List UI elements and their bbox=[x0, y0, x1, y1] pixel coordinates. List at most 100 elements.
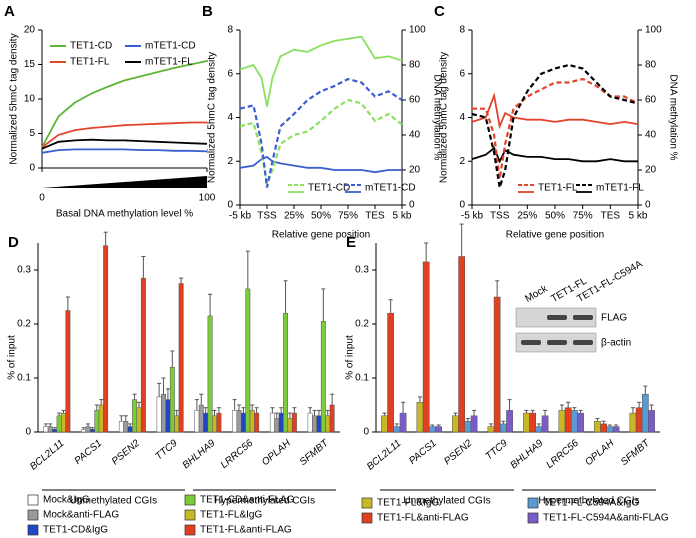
category-label: BCL2L11 bbox=[365, 438, 403, 473]
legend-label: TET1-FL&anti-FLAG bbox=[377, 513, 469, 524]
bar bbox=[85, 426, 91, 433]
bar bbox=[245, 288, 251, 433]
category-label: LRRC56 bbox=[219, 438, 256, 471]
bar bbox=[500, 423, 507, 433]
legend-label: TET1-CD bbox=[70, 41, 112, 52]
x-tick-label: TSS bbox=[490, 211, 510, 222]
bar bbox=[329, 404, 335, 433]
legend-swatch bbox=[527, 512, 539, 524]
x-tick-label: 25% bbox=[517, 211, 537, 222]
bar bbox=[94, 410, 100, 433]
y-axis-label: Normalized 5hmC tag density bbox=[439, 52, 450, 183]
bar bbox=[387, 312, 395, 433]
y2-tick-label: 0 bbox=[645, 200, 651, 211]
bar bbox=[127, 426, 133, 433]
y2-axis-label: DNA methylation % bbox=[667, 74, 678, 160]
category-label: LRRC56 bbox=[544, 438, 581, 471]
x-tick-label: 75% bbox=[573, 211, 593, 222]
bar bbox=[47, 426, 53, 433]
x-tick-label: 50% bbox=[311, 211, 331, 222]
y2-tick-label: 40 bbox=[409, 130, 421, 141]
bar bbox=[393, 426, 401, 433]
series-line bbox=[41, 138, 208, 150]
category-label: PSEN2 bbox=[110, 438, 143, 468]
legend-swatch bbox=[184, 494, 196, 506]
x-tick-label: TES bbox=[365, 211, 385, 222]
panel-label: B bbox=[202, 3, 213, 20]
x-tick-label: -5 kb bbox=[229, 211, 252, 222]
y-tick-label: 8 bbox=[459, 25, 465, 36]
series-line bbox=[239, 77, 403, 188]
legend-label: Mock&IgG bbox=[43, 495, 90, 506]
y2-tick-label: 100 bbox=[645, 25, 662, 36]
bar bbox=[429, 426, 436, 433]
legend-swatch bbox=[27, 524, 39, 536]
x-tick-label: -5 kb bbox=[461, 211, 484, 222]
bar bbox=[274, 418, 280, 433]
y2-tick-label: 40 bbox=[645, 130, 657, 141]
bar bbox=[123, 420, 129, 433]
series-line bbox=[239, 35, 403, 107]
legend-label: Mock&anti-FLAG bbox=[43, 510, 119, 521]
legend-label: TET1-FL&IgG bbox=[377, 498, 439, 509]
category-label: OPLAH bbox=[583, 437, 617, 468]
band-label: β-actin bbox=[601, 338, 631, 349]
category-label: PACS1 bbox=[73, 438, 105, 467]
x-tick-label: 100 bbox=[199, 193, 216, 204]
category-label: BCL2L11 bbox=[28, 438, 66, 473]
x-axis-label: Relative gene position bbox=[506, 230, 604, 241]
bar bbox=[283, 312, 289, 433]
y-tick-label: 0 bbox=[25, 427, 31, 438]
bar bbox=[291, 412, 297, 433]
bar bbox=[236, 410, 242, 433]
bar bbox=[493, 296, 501, 433]
bar bbox=[577, 412, 584, 433]
bar bbox=[174, 415, 180, 433]
y2-tick-label: 0 bbox=[409, 200, 415, 211]
bar bbox=[312, 415, 317, 433]
y-tick-label: 0.2 bbox=[17, 319, 31, 330]
legend-label: TET1-CD&anti-FLAG bbox=[200, 495, 295, 506]
bar bbox=[541, 415, 549, 433]
blot-band bbox=[573, 340, 593, 345]
lane-label: Mock bbox=[523, 283, 550, 305]
series-line bbox=[41, 60, 208, 148]
bar bbox=[249, 410, 255, 433]
bar bbox=[452, 415, 459, 433]
gradient-wedge bbox=[42, 176, 207, 188]
legend-label: TET1-CD bbox=[308, 183, 350, 194]
bar bbox=[325, 415, 331, 433]
bar bbox=[287, 418, 293, 433]
x-tick-label: 0 bbox=[39, 193, 45, 204]
bar bbox=[203, 412, 209, 433]
bar bbox=[278, 412, 284, 433]
y2-tick-label: 100 bbox=[409, 25, 426, 36]
bar bbox=[165, 399, 171, 433]
legend-swatch bbox=[361, 512, 373, 524]
x-axis-label: Relative gene position bbox=[272, 230, 370, 241]
bar bbox=[307, 412, 313, 433]
panel-label: E bbox=[346, 234, 356, 251]
bar bbox=[65, 310, 71, 433]
category-label: SFMBT bbox=[619, 437, 653, 468]
y2-tick-label: 60 bbox=[409, 95, 421, 106]
panel-label: C bbox=[434, 3, 445, 20]
legend-label: mTET1-FL bbox=[145, 57, 193, 68]
category-label: PACS1 bbox=[407, 438, 439, 467]
blot-band bbox=[547, 340, 567, 345]
x-tick-label: 5 kb bbox=[393, 211, 412, 222]
bar bbox=[464, 420, 472, 433]
bar bbox=[254, 412, 260, 433]
x-axis-label: Basal DNA methylation level % bbox=[56, 209, 193, 220]
bar bbox=[535, 426, 543, 433]
y-tick-label: 6 bbox=[227, 68, 233, 79]
blot-band bbox=[573, 315, 593, 320]
x-tick-label: 25% bbox=[284, 211, 304, 222]
y-tick-label: 10 bbox=[24, 94, 36, 105]
y-tick-label: 4 bbox=[227, 112, 233, 123]
bar bbox=[422, 261, 430, 433]
bar bbox=[132, 399, 138, 433]
bar bbox=[98, 404, 104, 433]
bar bbox=[529, 412, 536, 433]
